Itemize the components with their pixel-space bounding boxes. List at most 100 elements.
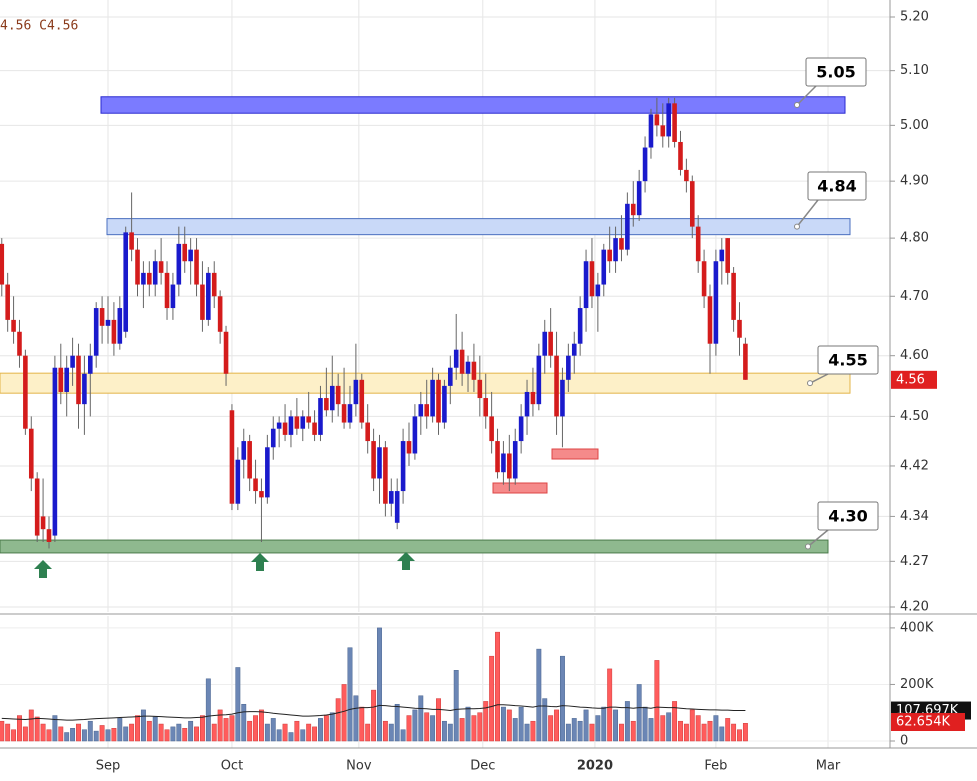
candle-body <box>465 361 471 374</box>
candle-body <box>82 373 87 405</box>
volume-bar <box>672 701 678 742</box>
candle-body <box>11 319 16 332</box>
candle-body <box>229 410 235 504</box>
y-tick-label: 400K <box>900 620 934 635</box>
x-tick-label: Mar <box>816 759 841 774</box>
volume-bar <box>247 720 253 742</box>
candles <box>0 97 748 549</box>
candle-body <box>619 238 624 250</box>
candle-body <box>554 355 559 417</box>
volume-bar <box>548 715 554 742</box>
candle-body <box>548 331 553 356</box>
volume-bar <box>589 723 595 742</box>
callout-pointer <box>809 373 829 384</box>
x-tick-label: Sep <box>96 759 121 774</box>
volume-bar <box>601 706 607 742</box>
volume-bar <box>276 729 282 742</box>
y-tick-label: 5.20 <box>900 10 929 25</box>
y-tick-label: 4.50 <box>900 409 929 424</box>
up-arrow <box>397 552 415 570</box>
volume-bar <box>241 703 247 742</box>
candle-body <box>471 361 477 380</box>
volume-bar <box>359 706 365 742</box>
candle-body <box>630 203 636 216</box>
volume-bar <box>64 732 70 742</box>
volume-bar <box>495 631 500 742</box>
candle-body <box>530 391 536 405</box>
candle-body <box>365 422 370 442</box>
volume-bar <box>52 715 58 742</box>
y-tick-label: 200K <box>900 677 934 692</box>
volume-bar <box>441 720 447 742</box>
y-tick-label: 4.20 <box>900 600 929 615</box>
volume-bar <box>683 723 689 742</box>
candle-body <box>93 308 99 356</box>
candle-body <box>34 478 40 536</box>
volume-bar <box>701 723 707 742</box>
candle-body <box>58 367 64 392</box>
volume-bar <box>40 723 46 742</box>
candle-body <box>23 355 28 429</box>
candle-body <box>347 404 353 423</box>
candle-body <box>542 331 548 356</box>
volume-bar <box>524 723 530 742</box>
volume-bar <box>660 715 666 742</box>
candle-body <box>695 226 701 262</box>
candle-body <box>194 249 199 285</box>
candle-body <box>453 349 459 368</box>
volume-bar <box>453 670 459 742</box>
volume-bar <box>306 723 312 742</box>
volume-bar <box>430 715 436 742</box>
volume-bar <box>536 648 542 742</box>
callout-box <box>817 345 879 375</box>
candle-body <box>477 379 483 399</box>
candle-body <box>459 349 465 374</box>
x-tick-label: Feb <box>704 759 727 774</box>
candle-body <box>501 453 506 473</box>
volume-bar <box>129 723 135 742</box>
volume-bar <box>17 715 22 742</box>
candle-body <box>46 529 52 542</box>
volume-bar <box>530 720 536 742</box>
candle-body <box>489 416 494 442</box>
candle-body <box>607 249 612 262</box>
volume-bar <box>500 706 506 742</box>
volume-bar <box>235 667 241 742</box>
volume-bar <box>28 709 34 742</box>
x-tick-label: Nov <box>346 759 372 774</box>
candle-body <box>583 261 589 309</box>
volume-bar <box>105 729 111 742</box>
volume-bar <box>140 709 146 742</box>
y-tick-label: 4.90 <box>900 174 929 189</box>
candle-body <box>300 416 306 429</box>
candle-body <box>642 147 648 182</box>
volume-bar <box>707 720 713 742</box>
volume-bar <box>619 723 624 742</box>
callout-dot <box>805 543 811 550</box>
candle-body <box>648 114 654 148</box>
price-zone <box>106 218 851 236</box>
candle-body <box>560 379 565 417</box>
volume-bar <box>436 698 441 742</box>
volume-bar <box>123 726 129 742</box>
axes: Sep Oct Nov Dec 2020 Feb Mar 5.20 5.10 5.00 4.90 4.… <box>96 10 971 774</box>
volume-bar <box>5 723 11 742</box>
volume-bar <box>607 668 613 742</box>
candle-body <box>17 331 22 356</box>
volume-bar <box>365 723 371 742</box>
price-zone <box>0 539 829 554</box>
candle-body <box>5 284 10 320</box>
candle-body <box>371 441 376 479</box>
volume-bar <box>318 718 323 742</box>
volume-bar <box>87 720 93 742</box>
volume-bar <box>76 723 81 742</box>
candle-body <box>719 249 725 262</box>
volume-bar <box>624 701 630 742</box>
candle-body <box>294 416 300 429</box>
volume-bar <box>353 695 359 742</box>
volume-bar <box>99 725 105 742</box>
volume-bar <box>300 729 306 742</box>
volume-bar <box>259 709 264 742</box>
volume-bar <box>518 706 524 742</box>
